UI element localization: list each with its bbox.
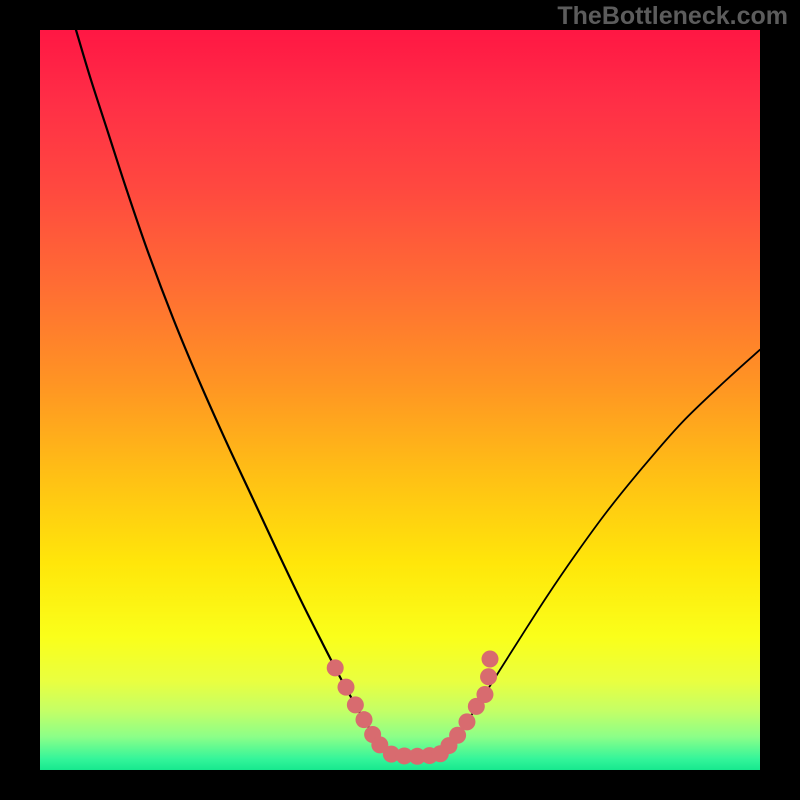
data-marker <box>476 686 493 703</box>
curve-left <box>76 30 390 754</box>
data-marker <box>356 711 373 728</box>
data-marker <box>458 713 475 730</box>
data-marker <box>347 696 364 713</box>
watermark-text: TheBottleneck.com <box>557 2 788 31</box>
data-marker <box>327 659 344 676</box>
chart-stage: TheBottleneck.com <box>0 0 800 800</box>
data-marker <box>480 668 497 685</box>
data-marker <box>482 651 499 668</box>
data-marker <box>338 679 355 696</box>
curve-overlay <box>0 0 800 800</box>
